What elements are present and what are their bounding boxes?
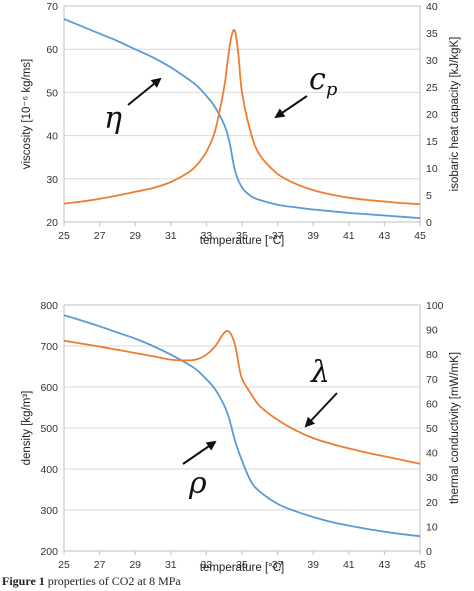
series-line-left-axis <box>63 18 421 219</box>
y2-tick-label: 20 <box>426 109 438 121</box>
x-tick-label: 37 <box>272 230 284 242</box>
series-line-right-axis <box>63 330 421 465</box>
y-tick-label: 300 <box>40 505 58 517</box>
y-tick-label: 700 <box>40 341 58 353</box>
y-tick-label: 60 <box>46 44 58 56</box>
x-tick-label: 41 <box>343 230 355 242</box>
x-tick-label: 35 <box>236 230 248 242</box>
annotation-rho: ρ <box>182 440 217 501</box>
x-tick-label: 33 <box>201 230 213 242</box>
rho-symbol: ρ <box>188 466 207 501</box>
y-tick-label: 600 <box>40 382 58 394</box>
x-tick-label: 39 <box>307 230 319 242</box>
x-tick-label: 39 <box>307 559 319 571</box>
cp-arrow <box>274 95 308 119</box>
x-axis-title-top: temperature [°C] <box>200 235 285 247</box>
x-tick-label: 27 <box>94 230 106 242</box>
series-line-right-axis <box>63 28 421 206</box>
y2-tick-label: 80 <box>426 349 438 361</box>
y-tick-label: 400 <box>40 464 58 476</box>
x-tick-label: 29 <box>129 230 141 242</box>
caption-text: properties of CO2 at 8 MPa <box>47 574 181 588</box>
y2-tick-label: 35 <box>426 28 438 40</box>
lambda-arrow <box>304 392 338 428</box>
y2-tick-label: 5 <box>426 190 432 202</box>
chart-density-conductivity: 200 300 400 500 600 700 800 0 10 20 30 40 50 60 70 80 9… <box>21 300 461 574</box>
y-axis-title-viscosity: viscosity [10⁻⁶ kg/ms] <box>21 59 33 170</box>
y-tick-label: 200 <box>40 546 58 558</box>
x-tick-label: 45 <box>414 230 426 242</box>
eta-symbol: η <box>104 101 122 136</box>
x-tick-label: 27 <box>94 559 106 571</box>
annotation-cp: cp <box>274 62 338 119</box>
y2-tick-label: 0 <box>426 217 432 229</box>
y2-tick-label: 30 <box>426 55 438 67</box>
y2-axis-title-heat-capacity: isobaric heat capacity [kJ/kgK] <box>449 37 461 192</box>
y2-tick-label: 60 <box>426 398 438 410</box>
y-tick-label: 50 <box>46 87 58 99</box>
lambda-symbol: λ <box>310 355 330 390</box>
rho-arrow <box>182 440 217 465</box>
y2-tick-label: 10 <box>426 521 438 533</box>
x-tick-label: 31 <box>165 230 177 242</box>
annotation-eta: η <box>104 77 162 136</box>
y2-tick-label: 50 <box>426 423 438 435</box>
x-tick-label: 43 <box>379 559 391 571</box>
y-tick-label: 70 <box>46 1 58 13</box>
x-tick-label: 37 <box>272 559 284 571</box>
y2-tick-label: 100 <box>426 300 444 312</box>
caption-label: Figure 1 <box>2 574 45 588</box>
y2-tick-label: 70 <box>426 374 438 386</box>
y2-tick-label: 40 <box>426 448 438 460</box>
x-tick-label: 43 <box>379 230 391 242</box>
y2-tick-label: 15 <box>426 136 438 148</box>
y-tick-label: 20 <box>46 217 58 229</box>
x-tick-label: 41 <box>343 559 355 571</box>
y2-axis-title-conductivity: thermal conductivity [mW/mK] <box>449 352 461 504</box>
figure-caption: Figure 1 properties of CO2 at 8 MPa <box>2 574 474 591</box>
cp-symbol: cp <box>309 62 338 100</box>
x-tick-label: 29 <box>129 559 141 571</box>
x-tick-label: 33 <box>201 559 213 571</box>
y-tick-label: 40 <box>46 131 58 143</box>
y2-tick-label: 25 <box>426 82 438 94</box>
x-tick-label: 25 <box>58 230 70 242</box>
y2-tick-label: 10 <box>426 163 438 175</box>
x-tick-label: 31 <box>165 559 177 571</box>
y-tick-label: 500 <box>40 423 58 435</box>
y-axis-title-density: density [kg/m³] <box>21 391 33 466</box>
x-tick-label: 25 <box>58 559 70 571</box>
x-axis-title-bottom: temperature [°C] <box>200 562 285 574</box>
y2-tick-label: 90 <box>426 325 438 337</box>
annotation-lambda: λ <box>304 355 338 428</box>
y-tick-label: 30 <box>46 174 58 186</box>
y-tick-label: 800 <box>40 300 58 312</box>
y2-tick-label: 40 <box>426 1 438 13</box>
x-tick-label: 45 <box>414 559 426 571</box>
series-line-left-axis <box>63 314 421 538</box>
y2-tick-label: 20 <box>426 497 438 509</box>
x-tick-label: 35 <box>236 559 248 571</box>
y2-tick-label: 0 <box>426 546 432 558</box>
eta-arrow <box>127 77 162 106</box>
y2-tick-label: 30 <box>426 472 438 484</box>
